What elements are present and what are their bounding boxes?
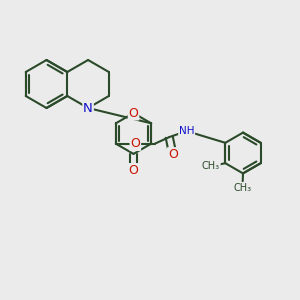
Text: O: O — [168, 148, 178, 161]
Text: NH: NH — [179, 126, 194, 136]
Text: N: N — [83, 101, 93, 115]
Text: O: O — [129, 106, 138, 120]
Text: CH₃: CH₃ — [202, 161, 220, 171]
Text: O: O — [129, 164, 138, 177]
Text: O: O — [130, 137, 140, 150]
Text: CH₃: CH₃ — [233, 183, 251, 193]
